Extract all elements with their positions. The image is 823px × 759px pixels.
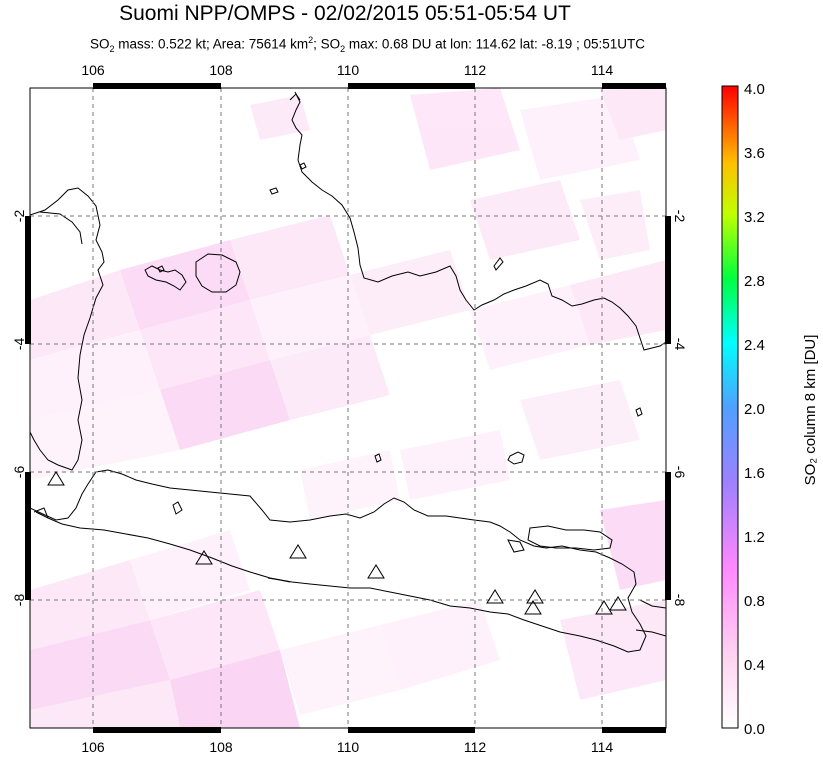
lon-label: 114 bbox=[591, 739, 614, 755]
volcano-icon bbox=[195, 550, 213, 565]
lat-label: -2 bbox=[672, 210, 688, 223]
lat-label: -8 bbox=[11, 594, 27, 607]
lat-label: -4 bbox=[672, 338, 688, 351]
colorbar-tick: 1.6 bbox=[744, 465, 765, 482]
lon-label: 110 bbox=[337, 62, 360, 78]
lat-label: -2 bbox=[11, 210, 27, 223]
volcano-markers bbox=[47, 471, 627, 615]
colorbar-tick: 0.8 bbox=[744, 593, 765, 610]
lat-label: -4 bbox=[11, 338, 27, 351]
lon-label: 108 bbox=[209, 62, 233, 78]
colorbar-tick: 2.4 bbox=[744, 337, 765, 354]
lon-label: 114 bbox=[591, 62, 614, 78]
lon-label: 108 bbox=[209, 739, 233, 755]
colorbar-tick: 3.6 bbox=[744, 145, 765, 162]
colorbar-tick: 1.2 bbox=[744, 529, 765, 546]
lon-labels-bottom: 106 108 110 112 114 bbox=[81, 739, 613, 755]
colorbar-tick: 4.0 bbox=[744, 81, 765, 98]
colorbar-tick: 3.2 bbox=[744, 209, 765, 226]
lat-labels-right: -2 -4 -6 -8 bbox=[672, 210, 688, 607]
so2-pixels bbox=[30, 88, 666, 728]
lon-label: 112 bbox=[464, 62, 487, 78]
volcano-icon bbox=[289, 544, 307, 559]
graticule bbox=[30, 88, 666, 728]
lon-label: 112 bbox=[464, 739, 487, 755]
colorbar-ticks: 4.0 3.6 3.2 2.8 2.4 2.0 1.6 1.2 0.8 0.4 … bbox=[744, 81, 765, 738]
colorbar-tick: 2.8 bbox=[744, 273, 765, 290]
lon-label: 110 bbox=[337, 739, 360, 755]
lat-labels-left: -2 -4 -6 -8 bbox=[11, 210, 27, 607]
volcano-icon bbox=[595, 600, 613, 615]
lon-label: 106 bbox=[81, 62, 105, 78]
colorbar bbox=[721, 85, 739, 729]
map-title: Suomi NPP/OMPS - 02/02/2015 05:51-05:54 … bbox=[119, 2, 571, 25]
map-subtitle: SO2 mass: 0.522 kt; Area: 75614 km2; SO2… bbox=[89, 35, 646, 55]
colorbar-tick: 0.0 bbox=[744, 721, 765, 738]
lat-label: -8 bbox=[672, 594, 688, 607]
volcano-icon bbox=[524, 600, 542, 615]
lon-label: 106 bbox=[81, 739, 105, 755]
lat-label: -6 bbox=[672, 466, 688, 479]
volcano-icon bbox=[367, 564, 385, 579]
frame-bars bbox=[25, 83, 671, 733]
colorbar-tick: 0.4 bbox=[744, 657, 765, 674]
lat-label: -6 bbox=[11, 466, 27, 479]
volcano-icon bbox=[526, 589, 544, 604]
lon-labels-top: 106 108 110 112 114 bbox=[81, 62, 613, 78]
colorbar-label: SO₂ column 8 km [DU] bbox=[802, 335, 819, 486]
volcano-icon bbox=[609, 596, 627, 611]
volcano-icon bbox=[47, 471, 65, 486]
volcano-icon bbox=[486, 589, 504, 604]
colorbar-tick: 2.0 bbox=[744, 401, 765, 418]
